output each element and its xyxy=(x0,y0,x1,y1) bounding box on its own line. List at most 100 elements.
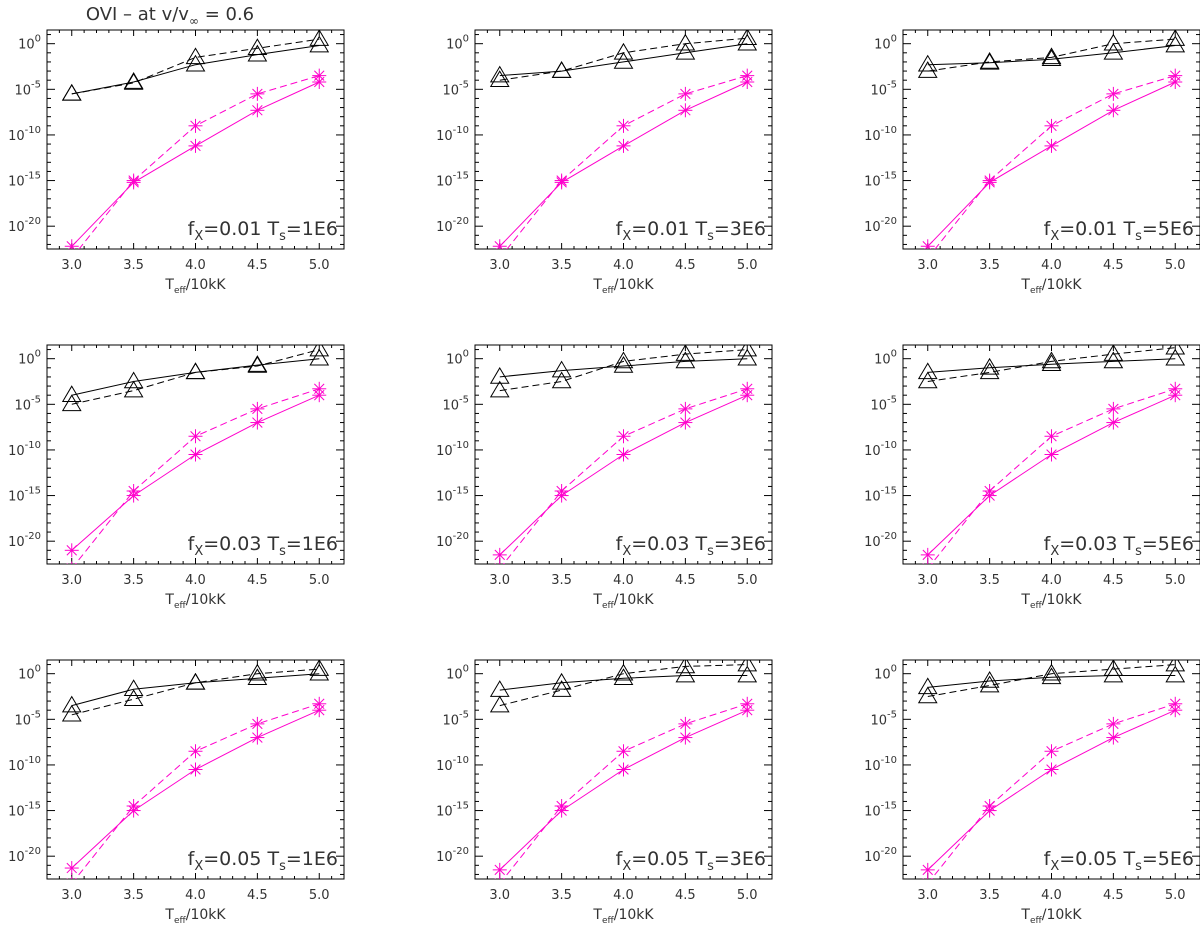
x-axis-label: Teff/10kK xyxy=(1020,907,1082,926)
y-tick-label: 100 xyxy=(18,34,41,53)
series-line-black-dashed xyxy=(71,668,320,716)
triangle-marker xyxy=(1165,345,1186,355)
series-line-black-solid xyxy=(71,45,320,95)
asterisk-marker xyxy=(1168,68,1183,83)
x-tick-label: 4.0 xyxy=(613,888,634,903)
x-tick-label: 3.5 xyxy=(123,258,144,273)
triangle-marker xyxy=(979,51,1000,69)
series-group xyxy=(61,345,330,564)
asterisk-marker xyxy=(126,173,141,188)
y-tick-label: 10-20 xyxy=(8,531,41,550)
y-tick-label: 10-20 xyxy=(436,531,469,550)
series-line-magenta-solid xyxy=(499,81,748,247)
triangle-marker xyxy=(613,42,634,60)
x-tick-label: 4.0 xyxy=(1041,888,1062,903)
asterisk-marker xyxy=(312,696,327,711)
asterisk-marker xyxy=(1044,118,1059,133)
x-tick-label: 3.5 xyxy=(979,573,1000,588)
y-tick-label: 10-15 xyxy=(864,486,897,505)
asterisk-marker xyxy=(188,429,203,444)
x-tick-label: 3.5 xyxy=(551,258,572,273)
series-group xyxy=(489,660,758,879)
figure-title-prefix: OVI – at v/v xyxy=(86,4,189,25)
asterisk-marker xyxy=(1106,730,1121,745)
asterisk-marker xyxy=(188,118,203,133)
y-tick-label: 10-20 xyxy=(864,846,897,865)
y-tick-label: 10-20 xyxy=(864,531,897,550)
series-line-black-dashed xyxy=(71,349,320,405)
asterisk-marker xyxy=(740,696,755,711)
x-tick-label: 3.0 xyxy=(489,573,510,588)
panel-annotation: fX=0.05 Ts=3E6 xyxy=(616,848,766,874)
panel-grid: 3.0 3.5 4.0 4.5 5.0 10-20 10-15 10-10 10-5 100 Tef… xyxy=(8,29,1200,926)
triangle-marker xyxy=(737,660,758,672)
series-group xyxy=(917,345,1186,564)
asterisk-marker xyxy=(1044,762,1059,777)
triangle-marker xyxy=(61,695,82,713)
asterisk-marker xyxy=(188,762,203,777)
asterisk-marker xyxy=(554,799,569,813)
series-line-black-solid xyxy=(499,358,748,378)
x-tick-label: 3.0 xyxy=(61,258,82,273)
triangle-marker xyxy=(247,668,268,686)
asterisk-marker xyxy=(616,118,631,133)
asterisk-marker xyxy=(1044,429,1059,444)
triangle-marker xyxy=(123,689,144,707)
triangle-marker xyxy=(61,385,82,402)
triangle-marker xyxy=(675,660,696,674)
triangle-marker xyxy=(185,362,206,380)
triangle-marker xyxy=(917,686,938,704)
asterisk-marker xyxy=(188,138,203,153)
series-group xyxy=(489,345,758,564)
triangle-marker xyxy=(737,665,758,683)
triangle-marker xyxy=(1041,49,1062,66)
y-tick-label: 10-15 xyxy=(436,486,469,505)
chart-panel-1: 3.0 3.5 4.0 4.5 5.0 10-20 10-15 10-10 10-5 100 Tef… xyxy=(436,29,773,296)
series-group xyxy=(61,660,330,879)
x-axis-label: Teff/10kK xyxy=(592,592,654,611)
asterisk-marker xyxy=(920,239,935,249)
series-line-magenta-solid xyxy=(499,394,748,556)
triangle-marker xyxy=(551,672,572,690)
x-tick-label: 4.0 xyxy=(185,258,206,273)
x-tick-label: 4.5 xyxy=(247,573,268,588)
x-tick-label: 5.0 xyxy=(309,258,330,273)
triangle-marker xyxy=(61,394,82,412)
series-line-black-solid xyxy=(499,675,748,691)
triangle-marker xyxy=(675,33,696,51)
series-line-magenta-dashed xyxy=(502,388,748,564)
triangle-marker xyxy=(979,671,1000,688)
y-tick-label: 100 xyxy=(874,349,897,368)
triangle-marker xyxy=(613,51,634,69)
y-tick-label: 100 xyxy=(446,34,469,53)
y-tick-label: 10-5 xyxy=(442,79,469,98)
y-tick-label: 10-10 xyxy=(864,755,897,774)
asterisk-marker xyxy=(126,799,141,813)
triangle-marker xyxy=(247,356,268,373)
triangle-marker xyxy=(1041,351,1062,369)
triangle-marker xyxy=(247,355,268,372)
y-tick-label: 10-10 xyxy=(864,440,897,459)
asterisk-marker xyxy=(66,876,77,879)
triangle-marker xyxy=(1103,345,1124,361)
figure-title-suffix: = 0.6 xyxy=(199,4,254,25)
asterisk-marker xyxy=(64,543,79,558)
asterisk-marker xyxy=(678,730,693,745)
triangle-marker xyxy=(309,35,330,53)
triangle-marker xyxy=(123,72,144,90)
asterisk-marker xyxy=(188,744,203,759)
triangle-marker xyxy=(123,380,144,398)
y-tick-label: 10-20 xyxy=(864,216,897,235)
triangle-marker xyxy=(737,345,758,357)
asterisk-marker xyxy=(250,415,265,430)
triangle-marker xyxy=(1165,665,1186,683)
asterisk-marker xyxy=(920,547,935,562)
triangle-marker xyxy=(1165,30,1186,46)
x-tick-label: 5.0 xyxy=(737,888,758,903)
triangle-marker xyxy=(917,362,938,380)
triangle-marker xyxy=(61,704,82,722)
y-tick-label: 10-5 xyxy=(870,709,897,728)
y-tick-label: 10-10 xyxy=(436,440,469,459)
y-tick-label: 10-15 xyxy=(436,171,469,190)
